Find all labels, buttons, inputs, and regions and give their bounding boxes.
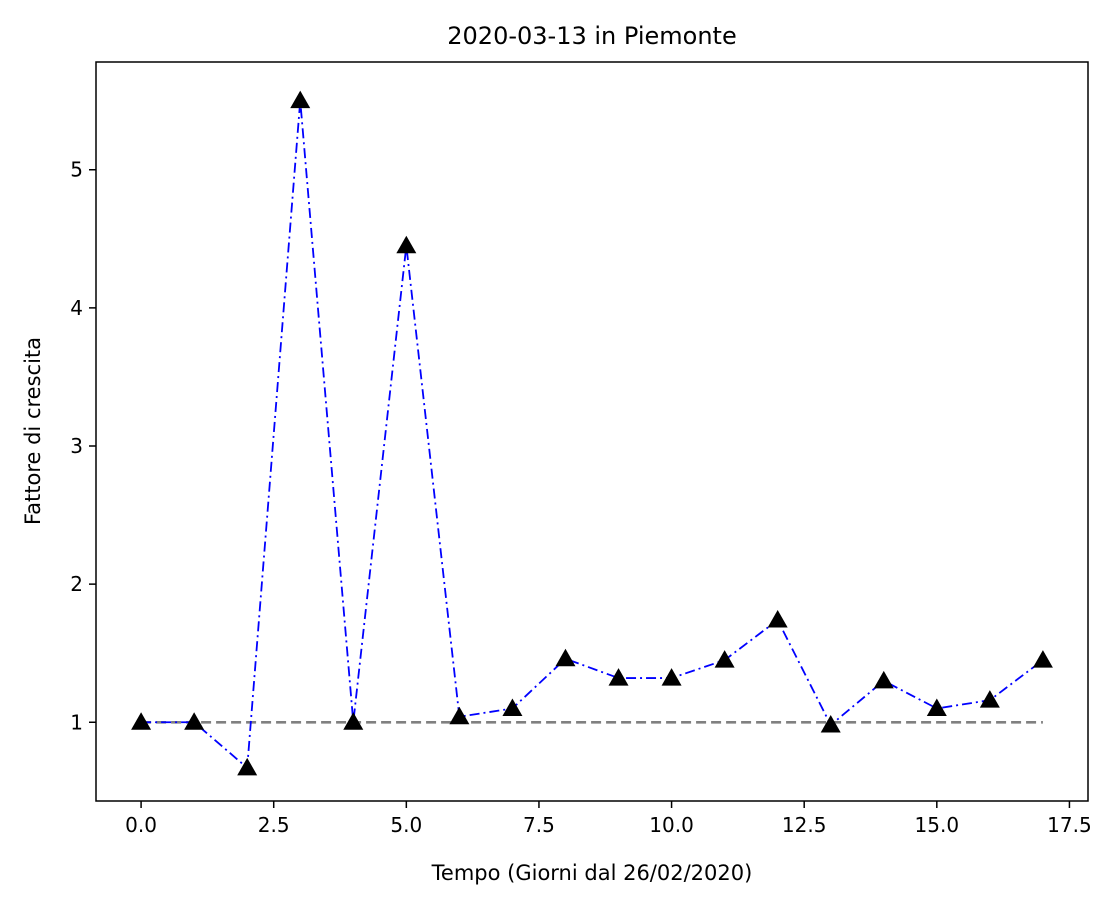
- data-point: [926, 698, 947, 716]
- data-point: [979, 690, 1000, 708]
- x-axis-label: Tempo (Giorni dal 26/02/2020): [431, 861, 753, 885]
- data-point: [449, 706, 470, 725]
- data-point: [661, 668, 682, 686]
- data-point: [131, 712, 152, 730]
- data-point: [290, 90, 311, 109]
- x-tick-label: 17.5: [1047, 813, 1092, 837]
- y-axis-label: Fattore di crescita: [21, 337, 45, 525]
- series-layer: [131, 90, 1053, 776]
- data-point: [820, 715, 841, 733]
- data-point: [608, 668, 629, 686]
- y-tick-label: 2: [70, 572, 83, 596]
- data-point: [767, 610, 788, 628]
- y-tick-label: 3: [70, 434, 83, 458]
- data-point: [343, 712, 364, 730]
- y-tick-label: 4: [70, 296, 83, 320]
- data-point: [184, 712, 205, 730]
- y-axis-ticks: 1 2 3 4 5: [70, 158, 96, 734]
- x-tick-label: 2.5: [258, 813, 290, 837]
- plot-frame: [95, 61, 1089, 802]
- data-point: [714, 650, 735, 668]
- y-tick-label: 1: [70, 710, 83, 734]
- data-point: [237, 757, 258, 776]
- chart-title: 2020-03-13 in Piemonte: [447, 22, 736, 50]
- x-tick-label: 10.0: [649, 813, 694, 837]
- data-point: [873, 670, 894, 689]
- data-point: [502, 698, 523, 716]
- data-point: [1032, 650, 1053, 668]
- series-line: [141, 100, 1044, 770]
- x-tick-label: 7.5: [523, 813, 555, 837]
- x-tick-label: 0.0: [125, 813, 157, 837]
- data-point: [555, 648, 576, 667]
- x-tick-label: 12.5: [782, 813, 827, 837]
- data-point: [396, 235, 417, 254]
- x-axis-ticks: 0.0 2.5 5.0 7.5 10.0 12.5 15.0 17.5: [125, 801, 1092, 837]
- x-tick-label: 15.0: [915, 813, 960, 837]
- x-tick-label: 5.0: [390, 813, 422, 837]
- y-tick-label: 5: [70, 158, 83, 182]
